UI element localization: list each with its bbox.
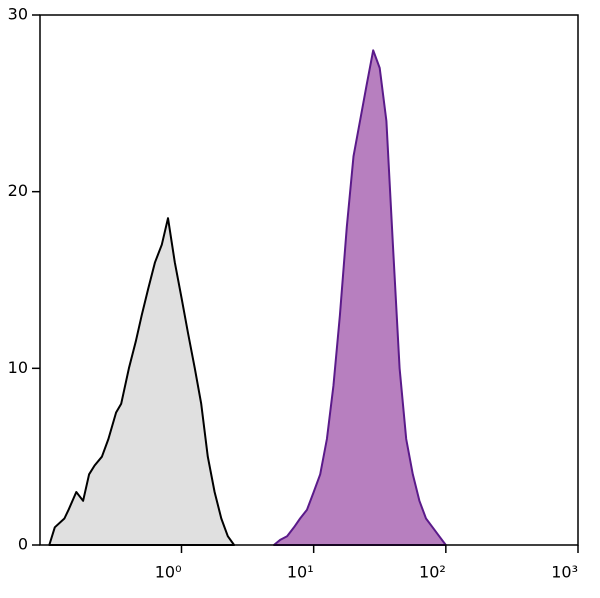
- histogram-area: [48, 217, 236, 546]
- y-tick-label: 30: [8, 5, 28, 24]
- y-tick-label: 20: [8, 181, 28, 200]
- x-tick-label: 10¹: [287, 563, 314, 582]
- y-tick-label: 0: [18, 535, 28, 554]
- plot-frame: [39, 14, 579, 546]
- x-tick-label: 10³: [551, 563, 578, 582]
- y-tick-label: 10: [8, 358, 28, 377]
- x-tick-label: 10²: [419, 563, 446, 582]
- histogram-area: [272, 49, 447, 546]
- x-tick-label: 10⁰: [155, 563, 182, 582]
